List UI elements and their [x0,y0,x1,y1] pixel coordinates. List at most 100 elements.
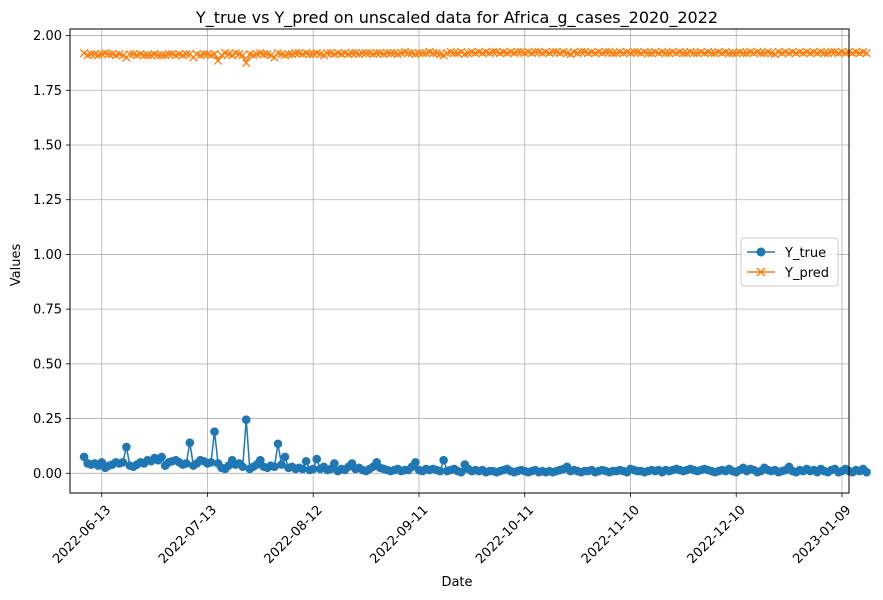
data-point-y-pred [291,48,300,58]
data-point-y-pred [756,48,766,58]
series-layer [79,47,871,477]
data-point-y-pred [210,49,219,59]
data-point-y-true [273,439,283,449]
data-point-y-pred [323,48,332,58]
data-point-y-pred [157,51,166,60]
y-tick-label: 1.75 [33,84,62,99]
y-tick-label: 2.00 [33,29,62,44]
x-tick-label: 2022-10-11 [473,503,537,567]
y-tick-label: 1.50 [33,139,62,154]
x-tick-label: 2022-08-12 [262,503,326,567]
x-tick-label: 2023-01-09 [790,503,854,567]
legend-label-y-pred: Y_pred [784,266,829,281]
data-point-y-true [312,454,322,464]
data-point-y-true [182,459,191,468]
x-tick-label: 2022-12-10 [685,503,749,567]
data-point-y-true [118,458,128,467]
data-point-y-pred [738,48,748,58]
data-point-y-true [862,467,871,477]
data-point-y-pred [428,48,438,58]
data-point-y-pred [576,47,586,57]
data-point-y-pred [418,48,427,58]
data-point-y-pred [707,48,716,58]
data-point-y-pred [862,48,871,58]
data-point-y-pred [679,48,688,58]
data-point-y-pred [361,48,371,58]
data-point-y-pred [358,48,367,58]
data-point-y-pred [238,51,247,60]
data-point-y-pred [213,56,223,65]
data-point-y-pred [153,51,163,60]
data-point-y-true [256,455,265,465]
data-point-y-pred [728,48,737,58]
data-point-y-true [330,459,339,468]
y-axis: 0.00 0.25 0.50 0.75 1.00 1.25 1.50 1.75 2.00 [33,29,70,482]
data-point-y-pred [827,47,836,57]
data-point-y-pred [305,49,314,59]
data-point-y-pred [199,49,209,59]
data-point-y-pred [449,48,459,58]
data-point-y-pred [643,48,653,58]
legend-marker-y-pred [756,267,766,277]
data-point-y-true [298,464,307,474]
data-point-y-pred [347,48,357,58]
data-point-y-pred [513,47,522,57]
data-point-y-pred [689,48,699,58]
data-point-y-pred [259,49,269,59]
y-axis-title: Values [9,244,24,287]
plot-frame [69,28,850,494]
data-point-y-pred [143,51,152,60]
legend-marker-y-true [756,247,766,257]
data-point-y-pred [284,49,293,59]
data-point-y-pred [404,48,413,58]
data-point-y-true [122,442,131,452]
data-point-y-pred [629,47,639,57]
data-point-y-pred [724,48,734,58]
data-point-y-pred [104,49,114,59]
data-point-y-pred [661,48,670,58]
data-point-y-true [411,458,420,467]
data-point-y-pred [386,48,396,58]
legend: Y_true Y_pred [740,237,839,287]
data-point-y-true [157,452,166,462]
x-tick-label: 2022-09-11 [367,503,431,567]
data-point-y-pred [382,48,392,58]
data-point-y-pred [601,47,611,57]
chart-title: Y_true vs Y_pred on unscaled data for Af… [195,8,718,28]
data-point-y-true [241,415,251,424]
y-tick-label: 0.75 [33,303,62,318]
y-tick-label: 0.50 [33,357,62,372]
data-point-y-true [456,467,466,477]
x-tick-label: 2022-07-13 [156,503,220,567]
x-tick-label: 2022-11-10 [579,503,643,567]
data-point-y-pred [488,47,498,57]
legend-label-y-true: Y_true [784,246,826,261]
data-point-y-true [280,452,290,462]
y-tick-label: 1.25 [33,193,62,208]
data-point-y-pred [820,48,829,58]
data-point-y-pred [548,47,558,57]
data-point-y-pred [164,49,173,59]
y-tick-label: 0.25 [33,412,62,427]
data-point-y-pred [531,47,540,57]
data-point-y-true [277,460,286,469]
data-point-y-true [79,452,89,462]
data-point-y-true [439,455,448,465]
data-point-y-true [185,438,195,447]
data-point-y-pred [139,51,149,60]
x-tick-label: 2022-06-13 [50,503,114,567]
x-axis-title: Date [441,575,472,590]
data-point-y-true [270,462,279,472]
data-point-y-pred [241,58,251,68]
legend-box [740,237,839,287]
data-point-y-pred [182,49,191,59]
data-point-y-pred [414,48,424,58]
data-point-y-pred [372,48,381,58]
data-point-y-true [435,466,445,476]
data-point-y-true [206,458,216,467]
data-point-y-true [301,456,311,466]
y-tick-label: 1.00 [33,248,62,263]
grid-layer [70,29,849,493]
data-point-y-pred [608,48,618,58]
